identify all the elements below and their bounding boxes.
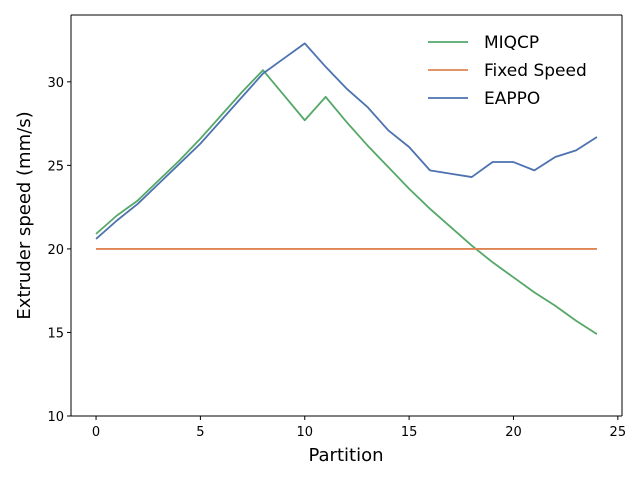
legend-label-eappo: EAPPO	[484, 89, 540, 109]
x-axis-label: Partition	[308, 445, 383, 466]
legend-label-fixed-speed: Fixed Speed	[484, 61, 587, 81]
x-tick-label: 0	[92, 425, 100, 440]
x-tick-label: 10	[296, 425, 313, 440]
y-tick-label: 25	[47, 159, 64, 174]
x-tick-label: 20	[505, 425, 522, 440]
x-tick-label: 5	[196, 425, 204, 440]
y-axis-label: Extruder speed (mm/s)	[14, 111, 35, 319]
y-tick-label: 15	[47, 326, 64, 341]
y-tick-label: 20	[47, 243, 64, 258]
y-tick-label: 10	[47, 410, 64, 425]
plot-area	[71, 15, 622, 416]
y-tick-label: 30	[47, 76, 64, 91]
legend: MIQCP Fixed Speed EAPPO	[428, 33, 587, 109]
legend-label-miqcp: MIQCP	[484, 33, 539, 53]
x-tick-label: 15	[401, 425, 418, 440]
x-tick-label: 25	[610, 425, 627, 440]
series-lines	[95, 42, 598, 335]
series-line-eappo	[95, 42, 598, 240]
series-line-miqcp	[95, 69, 598, 335]
y-ticks: 10 15 20 25 30	[47, 76, 71, 425]
x-ticks: 0 5 10 15 20 25	[92, 416, 626, 440]
